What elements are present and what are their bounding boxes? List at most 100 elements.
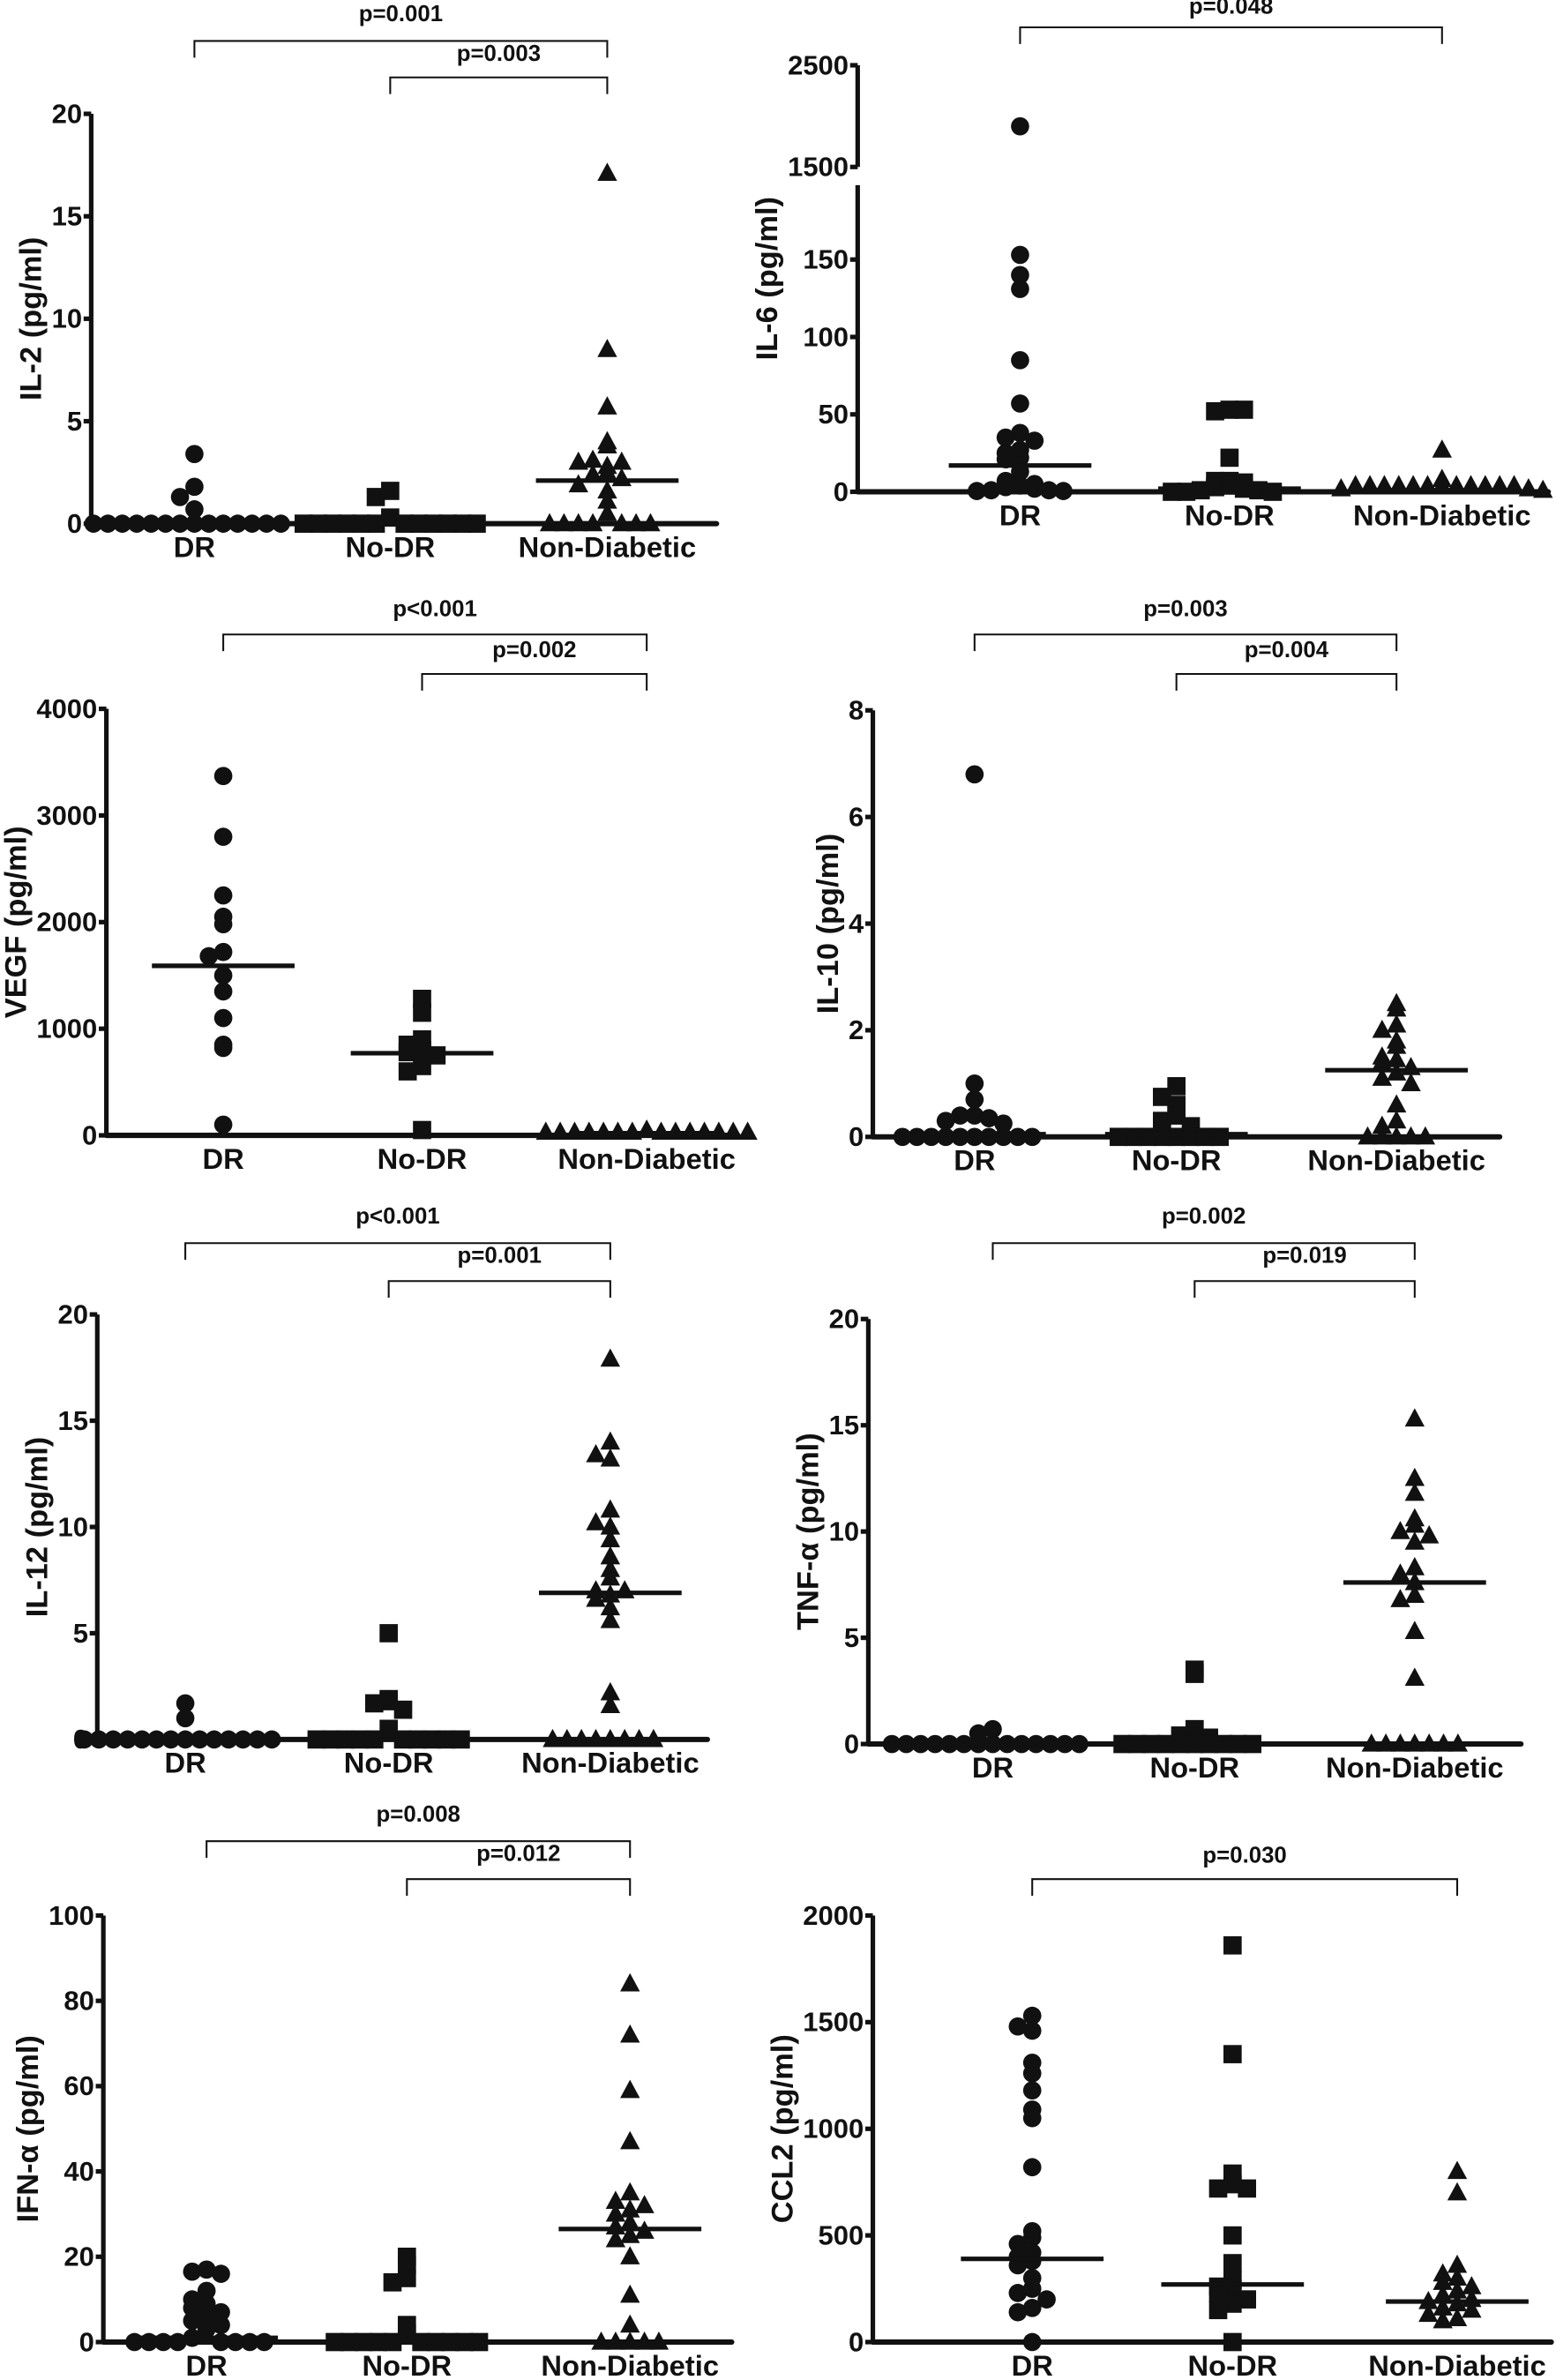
category-label: Non-Diabetic [541,2349,719,2380]
data-point-triangle [611,513,632,532]
significance-bracket [991,1242,1416,1261]
data-point-triangle [1404,1467,1425,1486]
data-point-triangle [1404,1514,1425,1533]
data-point-triangle [597,490,617,509]
y-tick-label: 5 [67,406,82,437]
data-point-triangle [1375,1733,1396,1752]
data-point-triangle [1386,1035,1407,1054]
y-tick-label: 0 [849,1121,864,1152]
data-point-square [1223,1935,1242,1955]
y-tick-label: 10 [58,1511,88,1542]
data-point-triangle [600,1448,621,1467]
data-point-square [452,1730,470,1749]
data-point-triangle [640,513,661,532]
data-point-circle [212,2302,230,2322]
y-tick-label: 80 [64,1986,94,2017]
data-point-circle [212,2264,230,2283]
p-value-label: p=0.012 [476,1842,560,1867]
p-value-label: p=0.002 [492,638,576,662]
data-point-circle [213,767,233,786]
data-point-circle [1022,2298,1042,2317]
data-point-circle [965,1106,984,1125]
category-label: No-DR [362,2349,452,2380]
y-tick-label: 100 [49,1900,94,1931]
p-value-label: p=0.003 [1143,597,1227,622]
category-label: DR [972,1751,1014,1784]
data-point-triangle [586,1512,606,1531]
data-point-square [366,488,385,506]
data-point-circle [965,1090,984,1109]
data-point-triangle [1358,1126,1378,1145]
y-tick-label: 150 [803,244,849,275]
data-point-triangle [1372,1052,1393,1070]
y-tick-label: 60 [64,2070,94,2101]
data-point-triangle [597,480,617,499]
y-tick-label: 10 [829,1516,859,1546]
data-point-square [1109,1127,1128,1147]
data-point-triangle [539,513,560,532]
data-point-triangle [1331,477,1351,497]
data-point-triangle [1372,1126,1393,1145]
y-tick-label: 40 [64,2156,94,2187]
data-point-circle [84,514,103,533]
y-tick-label: 500 [819,2219,864,2250]
data-point-circle [968,482,986,500]
data-point-circle [897,1734,916,1754]
data-point-triangle [1401,1073,1421,1091]
y-tick-label: 20 [52,98,82,129]
y-tick-label: 0 [79,2326,94,2357]
data-point-circle [984,1719,1002,1739]
data-point-triangle [1432,439,1452,458]
data-point-circle [1011,350,1029,370]
data-point-triangle [600,1728,621,1748]
data-point-triangle [1386,1094,1407,1113]
y-tick-label: 1500 [788,152,849,183]
data-point-circle [979,1109,999,1127]
data-point-triangle [605,2203,626,2222]
data-point-triangle [1404,1482,1425,1501]
y-tick-label: 15 [58,1405,88,1436]
data-point-circle [1022,2279,1042,2298]
y-tick-label: 0 [834,476,849,507]
data-point-circle [1022,2228,1042,2247]
data-point-square [413,1057,431,1075]
category-label: No-DR [1132,1144,1222,1177]
data-point-square [1223,2174,1242,2194]
data-point-triangle [620,2212,640,2231]
data-point-square [1113,1734,1132,1754]
data-point-circle [248,1730,267,1749]
data-point-circle [1022,2006,1042,2025]
data-point-circle [89,1730,108,1749]
data-point-circle [212,2316,230,2334]
data-point-triangle [1418,2303,1439,2323]
data-point-triangle [600,1546,621,1565]
data-point-circle [197,2281,216,2301]
data-point-square [1208,2301,1228,2320]
data-point-square [1153,1088,1171,1106]
data-point-triangle [1404,1733,1425,1752]
p-value-label: p<0.001 [393,597,476,622]
significance-bracket [184,1242,611,1261]
data-point-triangle [1361,1733,1381,1752]
data-point-triangle [1386,1110,1407,1129]
data-point-triangle [1415,1126,1436,1145]
data-point-triangle [620,2024,640,2043]
data-point-triangle [1462,2299,1482,2318]
data-point-triangle [1386,1014,1407,1033]
y-tick-label: 20 [58,1299,88,1329]
y-axis-label: VEGF (pg/ml) [0,826,33,1018]
data-point-triangle [1390,1589,1410,1607]
data-point-circle [1022,2108,1042,2128]
data-point-triangle [582,513,603,532]
data-point-square [413,1120,431,1140]
data-point-square [383,2272,402,2292]
data-point-triangle [1448,1733,1469,1752]
data-point-circle [1011,448,1029,468]
data-point-triangle [600,1499,621,1518]
data-point-triangle [535,1121,556,1141]
data-point-square [379,1624,398,1643]
data-point-triangle [597,435,617,453]
data-point-triangle [1372,1067,1393,1086]
data-point-square [1163,483,1181,501]
data-point-square [1223,2294,1242,2313]
